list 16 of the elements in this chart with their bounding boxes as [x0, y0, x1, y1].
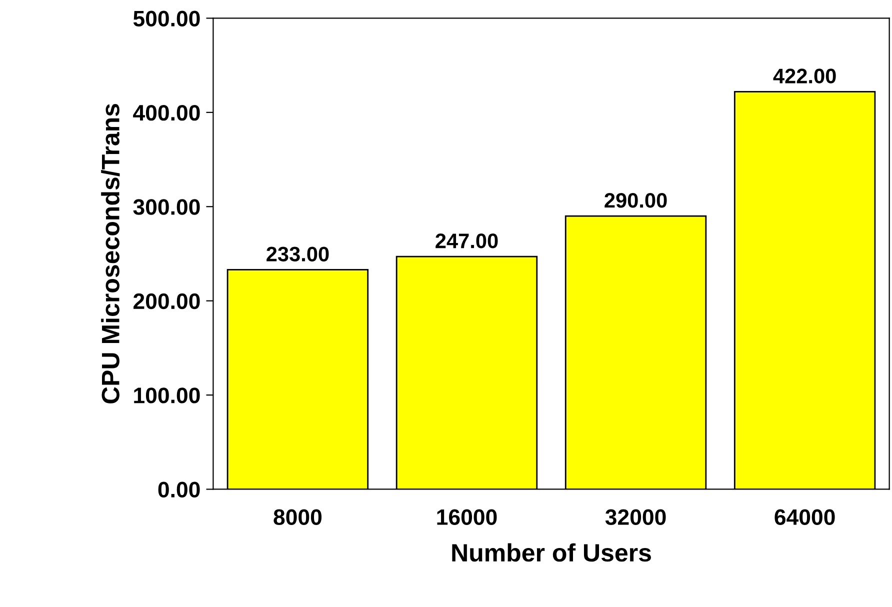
x-tick-label: 32000: [605, 509, 666, 526]
y-tick-label: 300.00: [133, 199, 200, 215]
y-tick-label: 400.00: [133, 104, 200, 121]
y-tick-label: 500.00: [133, 10, 200, 26]
x-tick-label: 64000: [774, 509, 835, 526]
x-axis-title: Number of Users: [452, 543, 651, 562]
data-label: 290.00: [604, 193, 667, 208]
x-tick-label: 16000: [437, 509, 497, 526]
data-label: 233.00: [266, 246, 329, 262]
data-label: 422.00: [773, 68, 836, 84]
data-label: 247.00: [436, 234, 498, 248]
y-tick-label: 200.00: [133, 293, 200, 310]
y-tick-label: 100.00: [134, 388, 200, 404]
y-axis-title: CPU Microseconds/Trans: [101, 104, 120, 404]
x-tick-label: 8000: [274, 509, 322, 526]
y-tick-label: 0.00: [158, 482, 200, 498]
